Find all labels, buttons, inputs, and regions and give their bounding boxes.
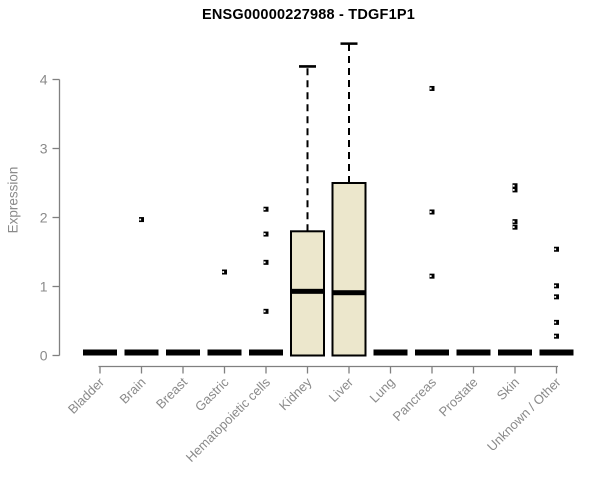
zero-bar-skin [498,349,532,356]
outlier-point-notch [512,220,515,223]
x-axis-category-label-lung: Lung [367,375,398,406]
x-axis-category-label-prostate: Prostate [436,375,481,420]
outlier-point-unknown-other [554,333,559,339]
outlier-point-notch [429,87,432,90]
zero-bar-pancreas [415,349,449,356]
x-axis-category-label-bladder: Bladder [65,374,108,417]
y-axis-tick-label: 0 [40,348,48,364]
outlier-point-notch [554,284,557,287]
outlier-point-notch [512,189,515,191]
y-axis-tick-label: 2 [40,210,48,226]
outlier-point-notch [554,295,557,298]
outlier-point-pancreas [429,209,435,215]
zero-bar-breast [166,349,200,356]
outlier-point-notch [512,226,515,229]
outlier-point-notch [263,261,266,264]
outlier-point-pancreas [429,273,435,279]
x-axis-category-label-pancreas: Pancreas [390,374,440,424]
median-line-liver [332,290,366,296]
zero-bar-hematopoietic-cells [249,349,283,356]
x-axis-category-label-gastric: Gastric [192,374,232,414]
zero-bar-brain [124,349,159,356]
outlier-point-notch [554,248,557,251]
outlier-point-hematopoietic-cells [263,259,269,265]
zero-bar-prostate [456,349,491,356]
outlier-point-notch [429,211,432,213]
outlier-point-skin [512,219,518,225]
outlier-point-unknown-other [554,246,559,252]
outlier-point-notch [263,208,266,211]
outlier-point-skin [512,224,518,230]
outlier-point-notch [429,275,432,278]
outlier-point-notch [139,218,142,221]
outlier-point-pancreas [429,85,435,91]
outlier-point-brain [139,217,144,223]
outlier-point-gastric [222,269,227,275]
outlier-point-notch [263,233,266,235]
outlier-point-notch [554,321,557,324]
x-axis-category-label-skin: Skin [494,375,522,403]
box-liver [331,182,367,357]
outlier-point-notch [222,271,225,273]
outlier-point-skin [512,187,518,193]
zero-bar-bladder [83,349,117,356]
x-axis-category-label-breast: Breast [153,374,190,411]
outlier-point-notch [512,184,515,187]
y-axis-tick-label: 3 [40,141,48,157]
zero-bar-lung [373,349,408,356]
x-axis-category-label-kidney: Kidney [276,374,315,413]
y-axis-tick-label: 4 [40,72,48,88]
zero-bar-gastric [207,349,242,356]
median-line-kidney [291,288,324,294]
y-axis-tick-label: 1 [40,279,48,295]
outlier-point-hematopoietic-cells [263,308,269,314]
x-axis-category-label-brain: Brain [117,375,149,407]
x-axis-category-label-liver: Liver [326,374,357,405]
chart-title: ENSG00000227988 - TDGF1P1 [202,7,415,23]
outlier-point-hematopoietic-cells [263,206,269,212]
outlier-point-notch [263,310,266,313]
outlier-point-hematopoietic-cells [263,231,269,237]
outlier-point-skin [512,183,518,189]
x-axis-category-label-unknown-other: Unknown / Other [484,374,564,454]
outlier-point-unknown-other [554,283,559,289]
zero-bar-unknown-other [539,349,574,356]
outlier-point-unknown-other [554,294,559,300]
outlier-point-unknown-other [554,319,559,325]
outlier-point-notch [554,335,557,338]
